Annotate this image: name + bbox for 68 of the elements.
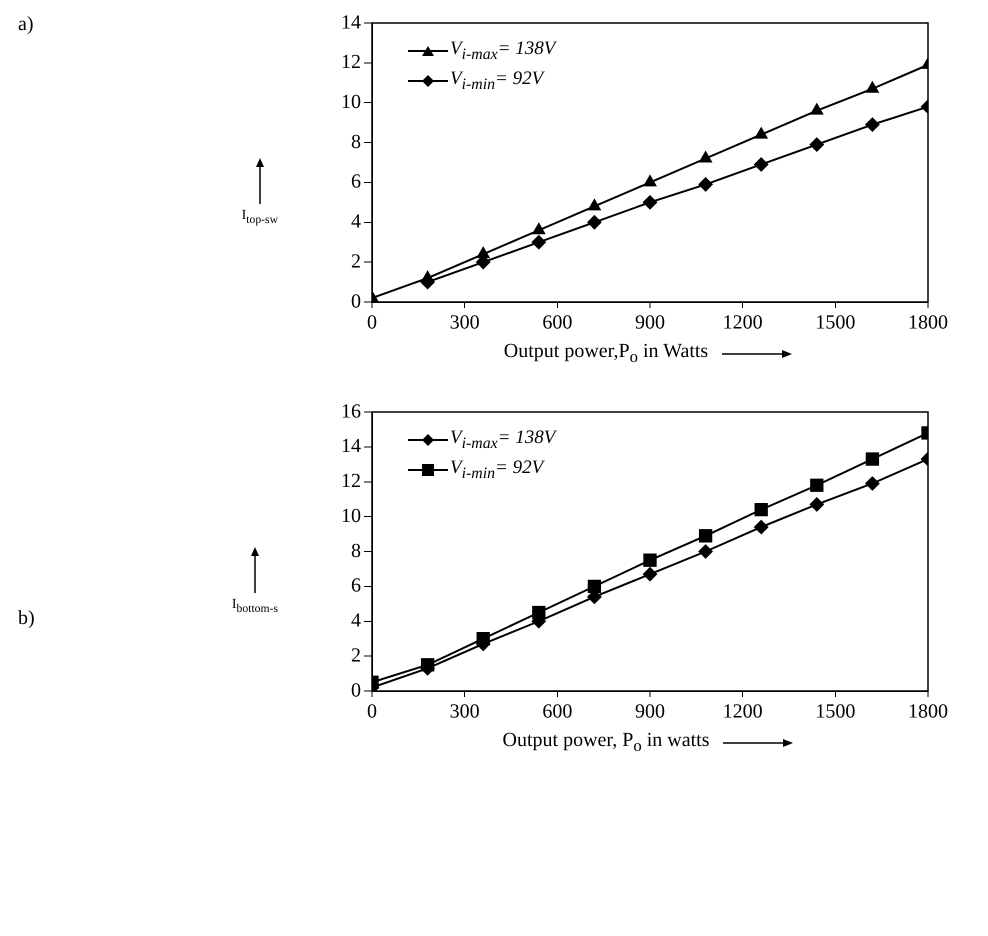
point: [588, 199, 601, 210]
x-tick-label: 1800: [908, 700, 948, 722]
x-axis-title: Output power,P$_{o}$ in Watts: [504, 340, 708, 367]
point: [698, 177, 713, 192]
text: a): [18, 13, 34, 36]
y-tick-label: 10: [341, 90, 361, 113]
point: [477, 247, 490, 258]
point: [810, 497, 824, 512]
y-tick-label: 16: [341, 400, 361, 422]
point: [532, 235, 546, 250]
x-tick-label: 0: [367, 311, 377, 334]
point: [866, 82, 879, 93]
y-tick-label: 6: [351, 574, 361, 597]
x-tick-label: 0: [367, 700, 377, 722]
x-tick-label: 600: [542, 311, 572, 334]
point: [643, 554, 657, 567]
x-tick-label: 1200: [722, 311, 763, 334]
point: [810, 478, 824, 492]
y-axis-title: I$_{top-sw}$: [242, 208, 278, 226]
point: [643, 195, 657, 210]
y-tick-label: 2: [351, 250, 361, 272]
point: [754, 157, 768, 172]
y-tick-label: 14: [341, 11, 361, 34]
point: [754, 502, 768, 516]
x-tick-label: 600: [542, 700, 572, 722]
y-tick-label: 2: [351, 644, 361, 666]
y-axis-title: I$_{bottom-s}$: [232, 597, 278, 615]
point: [865, 476, 880, 490]
y-tick-label: 12: [341, 51, 361, 74]
legend-label: V$_{i-min}$= 92V: [450, 68, 544, 94]
y-tick-label: 4: [351, 610, 361, 632]
point: [699, 152, 712, 163]
legend-label: V$_{i-min}$= 92V: [450, 456, 544, 483]
point: [810, 104, 823, 115]
x-tick-label: 300: [450, 700, 480, 722]
point: [643, 567, 657, 582]
x-axis-title: Output power, P$_{o}$ in watts: [502, 729, 710, 756]
point: [698, 544, 713, 558]
x-tick-label: 1500: [815, 700, 856, 722]
x-tick-label: 900: [635, 311, 665, 334]
point: [587, 215, 602, 230]
point: [754, 520, 768, 534]
y-tick-label: 8: [351, 540, 361, 562]
y-tick-label: 0: [351, 290, 361, 312]
legend-label: V$_{i-max}$= 138V: [450, 427, 556, 453]
x-tick-label: 1800: [908, 311, 948, 334]
point: [698, 529, 712, 542]
point: [865, 118, 880, 132]
x-tick-label: 300: [450, 311, 480, 334]
point: [421, 271, 434, 282]
text: b): [18, 607, 35, 630]
y-tick-label: 10: [341, 504, 361, 527]
x-tick-label: 1200: [722, 700, 763, 722]
point: [755, 128, 768, 139]
x-tick-label: 900: [635, 700, 665, 722]
y-tick-label: 12: [341, 470, 361, 492]
point: [588, 580, 602, 594]
point: [644, 175, 656, 186]
y-tick-label: 4: [351, 210, 361, 233]
y-tick-label: 6: [351, 170, 361, 193]
y-tick-label: 0: [351, 679, 361, 702]
point: [532, 223, 545, 234]
point: [810, 138, 824, 152]
y-tick-label: 14: [341, 435, 361, 458]
x-tick-label: 1500: [815, 311, 856, 334]
point: [866, 452, 880, 466]
legend-label: V$_{i-max}$= 138V: [450, 38, 556, 64]
y-tick-label: 8: [351, 130, 361, 153]
